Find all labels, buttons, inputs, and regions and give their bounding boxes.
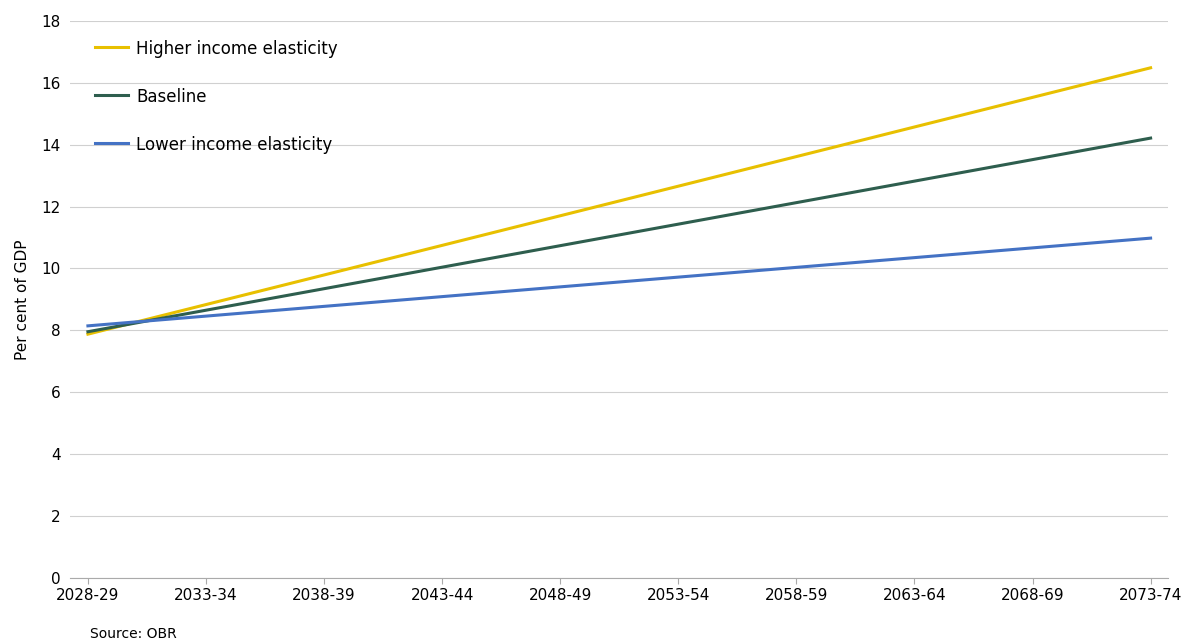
Y-axis label: Per cent of GDP: Per cent of GDP [16,239,30,359]
Lower income elasticity [1090,239,1104,247]
Legend: Higher income elasticity, Baseline, Lower income elasticity: Higher income elasticity, Baseline, Lowe… [90,35,343,159]
Lower income elasticity [80,322,95,330]
Baseline [1090,144,1104,152]
Higher income elasticity [80,330,95,338]
Baseline [714,213,728,220]
Baseline [328,283,342,290]
Baseline [284,290,299,298]
Baseline [80,328,95,336]
Lower income elasticity [714,270,728,278]
Baseline [1144,134,1158,142]
Line: Baseline: Baseline [88,138,1151,332]
Line: Higher income elasticity: Higher income elasticity [88,68,1151,334]
Lower income elasticity [1144,234,1158,242]
Higher income elasticity [1057,86,1072,93]
Text: Source: OBR: Source: OBR [90,627,176,641]
Lower income elasticity [284,305,299,313]
Baseline [628,228,642,236]
Higher income elasticity [328,269,342,276]
Higher income elasticity [284,279,299,287]
Lower income elasticity [328,301,342,309]
Higher income elasticity [1090,77,1104,85]
Higher income elasticity [1144,64,1158,71]
Lower income elasticity [1057,242,1072,249]
Higher income elasticity [628,193,642,201]
Baseline [1057,150,1072,158]
Lower income elasticity [628,277,642,285]
Line: Lower income elasticity: Lower income elasticity [88,238,1151,326]
Higher income elasticity [714,171,728,179]
